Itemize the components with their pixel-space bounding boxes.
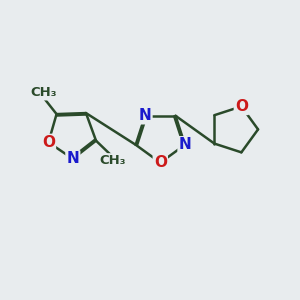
Text: CH₃: CH₃ [99, 154, 125, 167]
Text: N: N [178, 137, 191, 152]
Text: O: O [235, 99, 248, 114]
Text: O: O [42, 135, 55, 150]
Text: CH₃: CH₃ [30, 86, 57, 99]
Text: N: N [67, 151, 79, 166]
Text: N: N [139, 108, 152, 123]
Text: O: O [154, 155, 167, 170]
